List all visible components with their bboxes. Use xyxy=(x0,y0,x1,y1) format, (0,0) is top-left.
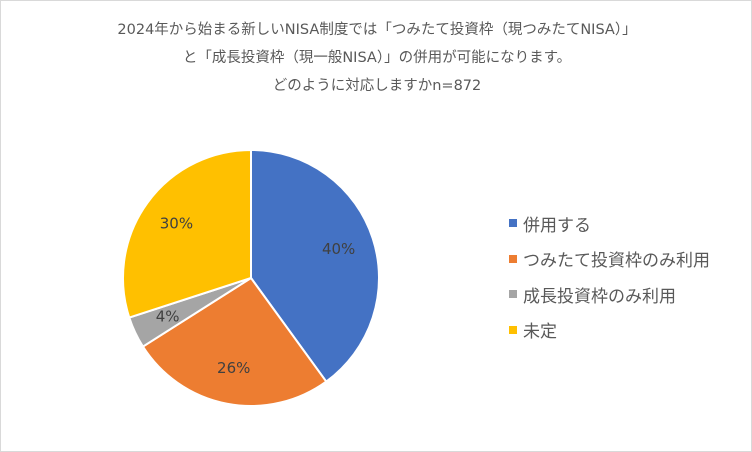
slice-data-label-3: 4% xyxy=(156,308,180,326)
legend-swatch-4 xyxy=(509,325,517,334)
legend-label-3: 成長投資枠のみ利用 xyxy=(523,286,676,307)
pie-slice-1 xyxy=(250,148,380,383)
legend-swatch-2 xyxy=(509,254,517,263)
legend-item-3: 成長投資枠のみ利用 xyxy=(509,282,676,307)
legend-item-1: 併用する xyxy=(509,211,591,236)
slice-data-label-1: 40% xyxy=(322,240,355,258)
slice-data-label-4: 30% xyxy=(160,214,193,232)
legend-label-2: つみたて投資枠のみ利用 xyxy=(523,251,710,271)
legend-swatch-3 xyxy=(509,290,517,298)
legend-label-4: 未定 xyxy=(523,322,557,342)
chart-title-line-3: どのように対応しますかn=872 xyxy=(272,78,482,94)
legend-label-1: 併用する xyxy=(523,215,591,236)
chart-title-line-2: と「成長投資枠（現一般NISA）」の併用が可能になります。 xyxy=(182,50,572,66)
legend-item-2: つみたて投資枠のみ利用 xyxy=(509,247,710,271)
legend-swatch-1 xyxy=(509,219,517,227)
pie-slice-4 xyxy=(122,148,252,319)
chart-title-line-1: 2024年から始まる新しいNISA制度では「つみたて投資枠（現つみたてNISA）… xyxy=(117,22,637,38)
pie-slice-2 xyxy=(141,276,328,407)
slice-data-label-2: 26% xyxy=(217,359,250,377)
legend-item-4: 未定 xyxy=(509,318,557,342)
